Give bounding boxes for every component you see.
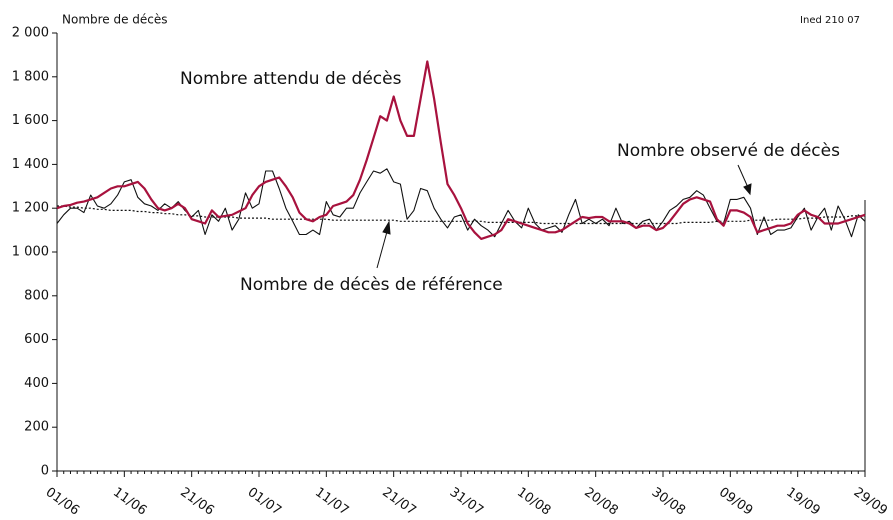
x-tick-label: 31/07 xyxy=(447,485,486,519)
x-tick-label: 01/07 xyxy=(245,485,284,519)
annotation: Nombre de décès de référence xyxy=(240,275,503,295)
x-tick-label: 29/09 xyxy=(851,485,890,519)
y-tick-label: 1 000 xyxy=(12,245,49,260)
series-line xyxy=(56,168,866,238)
series-line xyxy=(57,205,865,225)
y-tick-label: 800 xyxy=(24,288,49,303)
plot-frame xyxy=(56,33,866,472)
series-line xyxy=(56,60,866,240)
y-tick-label: 600 xyxy=(24,332,49,347)
arrow xyxy=(376,227,389,269)
arrows xyxy=(376,164,752,269)
y-tick-label: 0 xyxy=(41,464,49,479)
annotation: Nombre attendu de décès xyxy=(180,69,402,89)
x-tick-label: 09/09 xyxy=(716,485,755,519)
y-tick-label: 1 600 xyxy=(12,113,49,128)
arrow-head xyxy=(382,220,391,235)
x-tick-label: 30/08 xyxy=(649,485,688,519)
y-tick-label: 1 400 xyxy=(12,157,49,172)
annotation: Nombre observé de décès xyxy=(617,141,840,161)
y-tick-label: 1 800 xyxy=(12,69,49,84)
y-tick-label: 200 xyxy=(24,420,49,435)
y-tick-label: 400 xyxy=(24,376,49,391)
x-tick-label: 19/09 xyxy=(783,485,822,519)
x-tick-label: 11/07 xyxy=(312,485,351,519)
y-tick-label: 1 200 xyxy=(12,201,49,216)
x-tick-label: 10/08 xyxy=(514,485,553,519)
x-tick-label: 01/06 xyxy=(43,485,82,519)
y-axis-title: Nombre de décès xyxy=(62,13,168,27)
x-tick-label: 11/06 xyxy=(110,485,149,519)
x-tick-label: 21/06 xyxy=(177,485,216,519)
source-label: Ined 210 07 xyxy=(800,15,860,26)
x-tick-label: 21/07 xyxy=(379,485,418,519)
y-tick-label: 2 000 xyxy=(12,26,49,41)
x-tick-label: 20/08 xyxy=(581,485,620,519)
arrow-head xyxy=(743,183,752,196)
